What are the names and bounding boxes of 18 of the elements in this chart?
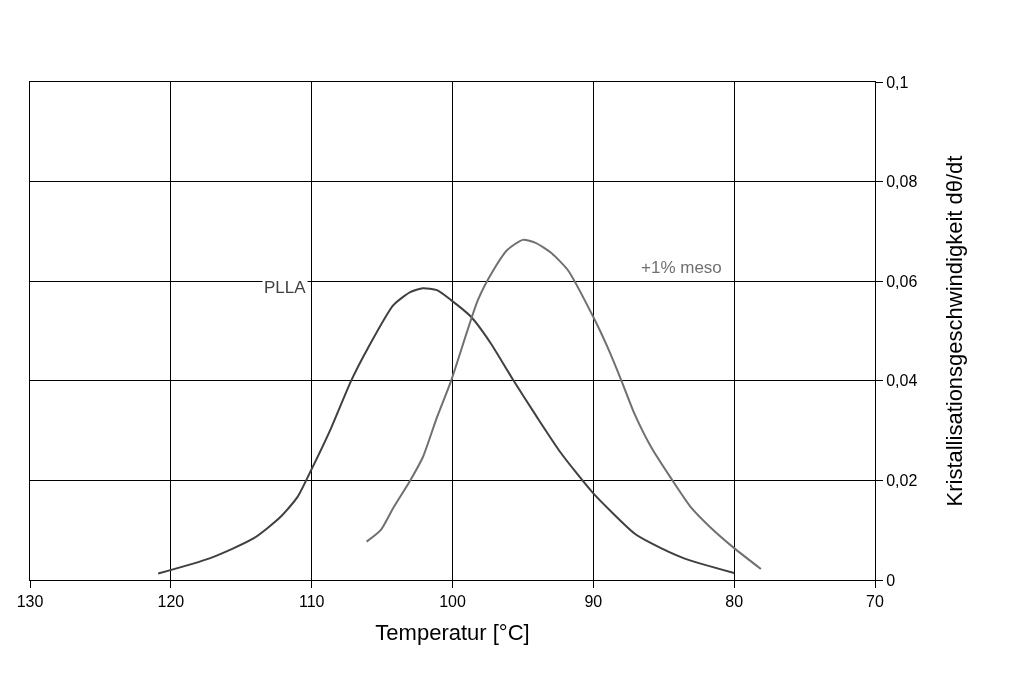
x-tick-label: 130 <box>16 593 44 611</box>
x-axis-title: Temperatur [°C] <box>375 620 530 646</box>
y-tick-label: 0,08 <box>886 173 918 191</box>
y-tick-label: 0,06 <box>886 272 918 290</box>
x-tick-label: 90 <box>584 593 603 611</box>
x-tick-label: 100 <box>439 593 466 611</box>
x-tick-label: 70 <box>866 593 884 611</box>
x-tick-label: 80 <box>725 593 744 611</box>
y-tick-label: 0,1 <box>886 73 909 91</box>
x-tick-label: 120 <box>157 593 185 611</box>
y-tick-label: 0,04 <box>886 372 918 390</box>
x-tick-label: 110 <box>298 593 325 611</box>
y-tick-label: 0,02 <box>886 472 918 489</box>
text: +1% meso <box>641 258 722 277</box>
y-axis-title: Kristallisationsgeschwindigkeit dθ/dt <box>942 155 968 507</box>
y-tick-label: 0 <box>886 571 896 589</box>
line-series <box>365 238 762 571</box>
text: PLLA <box>264 278 307 297</box>
